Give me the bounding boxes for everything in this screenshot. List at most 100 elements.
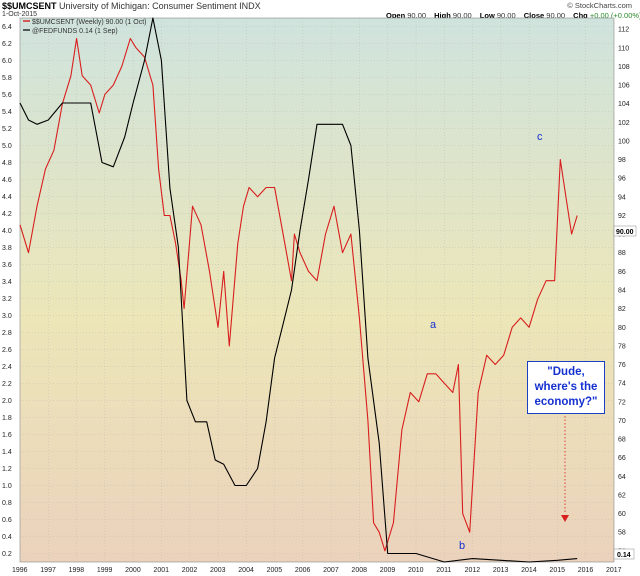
left-tick-label: 1.8 xyxy=(2,415,12,422)
legend-label-sentiment: $$UMCSENT (Weekly) 90.00 (1 Oct) xyxy=(32,19,147,26)
right-tick-label: 86 xyxy=(618,269,626,276)
left-tick-label: 3.8 xyxy=(2,245,12,252)
right-tick-label: 70 xyxy=(618,418,626,425)
right-tick-label: 72 xyxy=(618,399,626,406)
right-tick-label: 110 xyxy=(618,45,629,52)
right-tick-label: 108 xyxy=(618,64,630,71)
left-tick-label: 1.6 xyxy=(2,432,12,439)
left-tick-label: 0.2 xyxy=(2,551,12,558)
value-tag-bottom-text: 0.14 xyxy=(617,552,631,559)
x-tick-label: 2014 xyxy=(521,567,537,574)
left-tick-label: 2.6 xyxy=(2,347,12,354)
x-tick-label: 2004 xyxy=(238,567,254,574)
right-tick-label: 74 xyxy=(618,381,626,388)
x-tick-label: 2009 xyxy=(380,567,396,574)
left-tick-label: 4.0 xyxy=(2,228,12,235)
x-tick-label: 2011 xyxy=(436,567,451,574)
x-tick-label: 2013 xyxy=(493,567,509,574)
chart-date: 1-Oct-2015 xyxy=(2,11,38,18)
right-tick-label: 102 xyxy=(618,120,630,127)
right-tick-label: 88 xyxy=(618,250,626,257)
x-tick-label: 2001 xyxy=(153,567,169,574)
left-tick-label: 6.0 xyxy=(2,58,12,65)
right-tick-label: 96 xyxy=(618,176,626,183)
right-tick-label: 64 xyxy=(618,474,626,481)
chart-title: $$UMCSENT University of Michigan: Consum… xyxy=(2,1,261,11)
right-tick-label: 94 xyxy=(618,194,626,201)
left-tick-label: 5.0 xyxy=(2,143,12,150)
annotation-c: c xyxy=(537,131,543,143)
x-tick-label: 2016 xyxy=(578,567,594,574)
left-tick-label: 5.8 xyxy=(2,75,12,82)
annotation-a: a xyxy=(430,319,437,331)
ohlc-open-key: Open xyxy=(386,11,406,20)
right-tick-label: 60 xyxy=(618,511,626,518)
ohlc-chg-value: +0.00 (+0.00%) xyxy=(589,11,640,20)
x-tick-label: 2007 xyxy=(323,567,339,574)
left-tick-label: 1.0 xyxy=(2,483,12,490)
credit-text: © StockCharts.com xyxy=(567,1,632,10)
callout-line-1: "Dude, xyxy=(547,366,585,378)
value-tag-right: 90.00 xyxy=(613,225,637,237)
ohlc-low-value: 90.00 xyxy=(496,11,516,20)
right-tick-label: 84 xyxy=(618,288,626,295)
ohlc-close-key: Close xyxy=(523,11,545,20)
right-tick-label: 80 xyxy=(618,325,626,332)
x-tick-label: 2008 xyxy=(351,567,367,574)
callout-arrowhead xyxy=(561,515,569,522)
left-tick-label: 1.4 xyxy=(2,449,12,456)
series xyxy=(19,17,578,563)
right-tick-label: 112 xyxy=(618,27,629,34)
ohlc-open-value: 90.00 xyxy=(407,11,427,20)
ohlc-close-value: 90.00 xyxy=(546,11,566,20)
left-tick-label: 0.8 xyxy=(2,500,12,507)
right-tick-label: 62 xyxy=(618,492,626,499)
right-tick-label: 100 xyxy=(618,138,630,145)
ohlc-low-key: Low xyxy=(479,11,495,20)
left-tick-label: 2.4 xyxy=(2,364,12,371)
chart-symbol: $$UMCSENT xyxy=(2,1,57,11)
fedfunds-line xyxy=(19,17,578,563)
right-tick-label: 76 xyxy=(618,362,626,369)
x-tick-label: 2012 xyxy=(465,567,481,574)
axis-ticks: 0.2 0.4 0.6 0.8 1.0 1.2 1.4 1.6 1.8 2.0 2.2 2.4 2.6 2… xyxy=(2,24,630,574)
x-tick-label: 1998 xyxy=(69,567,85,574)
grid xyxy=(19,18,615,562)
value-tag-bottom: 0.14 xyxy=(613,548,635,560)
right-tick-label: 98 xyxy=(618,157,626,164)
left-tick-label: 2.2 xyxy=(2,381,12,388)
ohlc-high-value: 90.00 xyxy=(452,11,472,20)
ohlc-chg-key: Chg xyxy=(573,11,588,20)
left-tick-label: 0.6 xyxy=(2,517,12,524)
ohlc-readout: Open 90.00 High 90.00 Low 90.00 Close 90… xyxy=(386,11,640,20)
x-tick-label: 1997 xyxy=(40,567,56,574)
x-tick-label: 2006 xyxy=(295,567,311,574)
legend: $$UMCSENT (Weekly) 90.00 (1 Oct) @FEDFUN… xyxy=(23,19,147,35)
chart-name: University of Michigan: Consumer Sentime… xyxy=(59,1,261,11)
left-tick-label: 3.4 xyxy=(2,279,12,286)
sentiment-line xyxy=(19,37,578,552)
right-tick-label: 78 xyxy=(618,343,626,350)
x-tick-label: 2010 xyxy=(408,567,424,574)
legend-label-fedfunds: @FEDFUNDS 0.14 (1 Sep) xyxy=(32,28,118,35)
left-tick-label: 6.2 xyxy=(2,41,12,48)
left-tick-label: 4.2 xyxy=(2,211,12,218)
left-tick-label: 5.6 xyxy=(2,92,12,99)
x-tick-label: 2002 xyxy=(182,567,198,574)
right-tick-label: 92 xyxy=(618,213,626,220)
left-tick-label: 0.4 xyxy=(2,534,12,541)
left-tick-label: 4.4 xyxy=(2,194,12,201)
left-tick-label: 2.0 xyxy=(2,398,12,405)
x-tick-label: 1996 xyxy=(12,567,28,574)
x-tick-label: 2005 xyxy=(267,567,283,574)
right-tick-label: 66 xyxy=(618,455,626,462)
callout-line-3: economy?" xyxy=(534,396,598,408)
value-tag-right-text: 90.00 xyxy=(616,229,634,236)
left-tick-label: 3.2 xyxy=(2,296,12,303)
plot-background xyxy=(19,17,615,563)
left-tick-label: 6.4 xyxy=(2,24,12,31)
ohlc-high-key: High xyxy=(434,11,451,20)
right-tick-label: 58 xyxy=(618,530,626,537)
callout-box: "Dude, where's the economy?" xyxy=(527,361,605,414)
